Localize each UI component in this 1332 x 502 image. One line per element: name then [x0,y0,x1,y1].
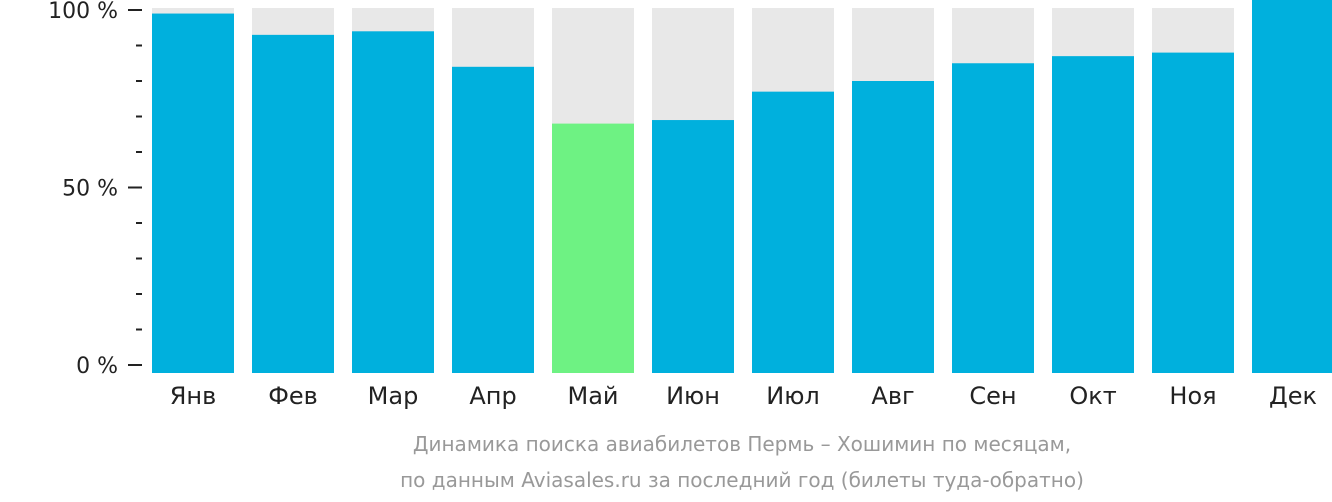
bar [752,91,834,374]
bars [152,0,1332,374]
x-tick-label: Дек [1269,382,1317,410]
x-tick-label: Янв [170,382,217,410]
x-axis-labels: Янв Фев Мар Апр Май Июн Июл Авг Сен Окт Ноя Дек [170,382,1317,410]
bar [952,63,1034,373]
bar [1052,56,1134,374]
bar [452,66,534,374]
chart-caption-line-2: по данным Aviasales.ru за последний год … [400,468,1084,492]
bar [152,13,234,374]
bar [1252,0,1332,373]
bar [352,31,434,374]
bar [652,120,734,373]
x-tick-label: Май [567,382,618,410]
y-tick-label: 0 % [76,354,118,379]
bar [1152,52,1234,373]
y-tick-label: 50 % [62,177,118,202]
y-tick-label: 100 % [48,0,118,24]
x-tick-label: Мар [368,382,419,410]
bar [552,123,634,373]
x-tick-label: Авг [871,382,914,410]
bar [852,81,934,373]
x-tick-label: Сен [969,382,1016,410]
x-tick-label: Июн [666,382,720,410]
chart-caption-line-1: Динамика поиска авиабилетов Пермь – Хоши… [413,432,1071,456]
x-tick-label: Окт [1069,382,1116,410]
x-tick-label: Фев [268,382,318,410]
x-tick-label: Апр [469,382,516,410]
x-tick-label: Ноя [1169,382,1216,410]
y-axis: 100 % 50 % 0 % [48,0,142,379]
bar [252,34,334,373]
x-tick-label: Июл [766,382,820,410]
